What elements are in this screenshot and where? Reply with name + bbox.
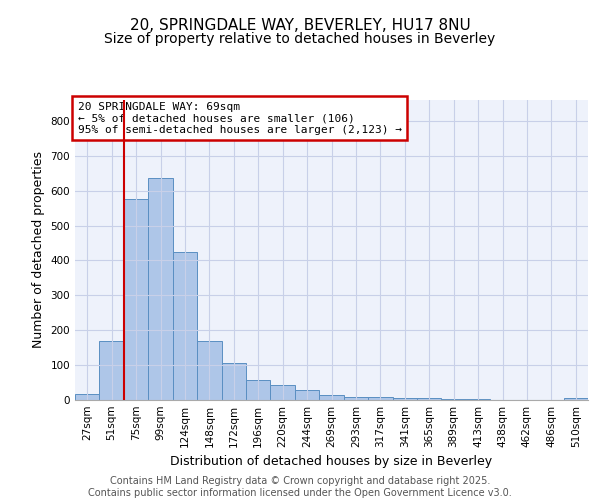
Bar	[417, 398, 442, 400]
Bar	[295, 390, 319, 400]
Bar	[246, 380, 271, 400]
Bar	[271, 386, 295, 400]
Bar	[148, 178, 173, 400]
Bar	[319, 395, 344, 400]
Y-axis label: Number of detached properties: Number of detached properties	[32, 152, 45, 348]
Text: Size of property relative to detached houses in Beverley: Size of property relative to detached ho…	[104, 32, 496, 46]
X-axis label: Distribution of detached houses by size in Beverley: Distribution of detached houses by size …	[170, 456, 493, 468]
Bar	[100, 340, 124, 400]
Bar	[442, 398, 466, 400]
Bar	[344, 396, 368, 400]
Bar	[173, 252, 197, 400]
Text: 20 SPRINGDALE WAY: 69sqm
← 5% of detached houses are smaller (106)
95% of semi-d: 20 SPRINGDALE WAY: 69sqm ← 5% of detache…	[77, 102, 401, 134]
Bar	[197, 340, 221, 400]
Text: 20, SPRINGDALE WAY, BEVERLEY, HU17 8NU: 20, SPRINGDALE WAY, BEVERLEY, HU17 8NU	[130, 18, 470, 32]
Bar	[124, 200, 148, 400]
Bar	[392, 398, 417, 400]
Bar	[563, 398, 588, 400]
Text: Contains HM Land Registry data © Crown copyright and database right 2025.
Contai: Contains HM Land Registry data © Crown c…	[88, 476, 512, 498]
Bar	[368, 397, 392, 400]
Bar	[75, 394, 100, 400]
Bar	[221, 364, 246, 400]
